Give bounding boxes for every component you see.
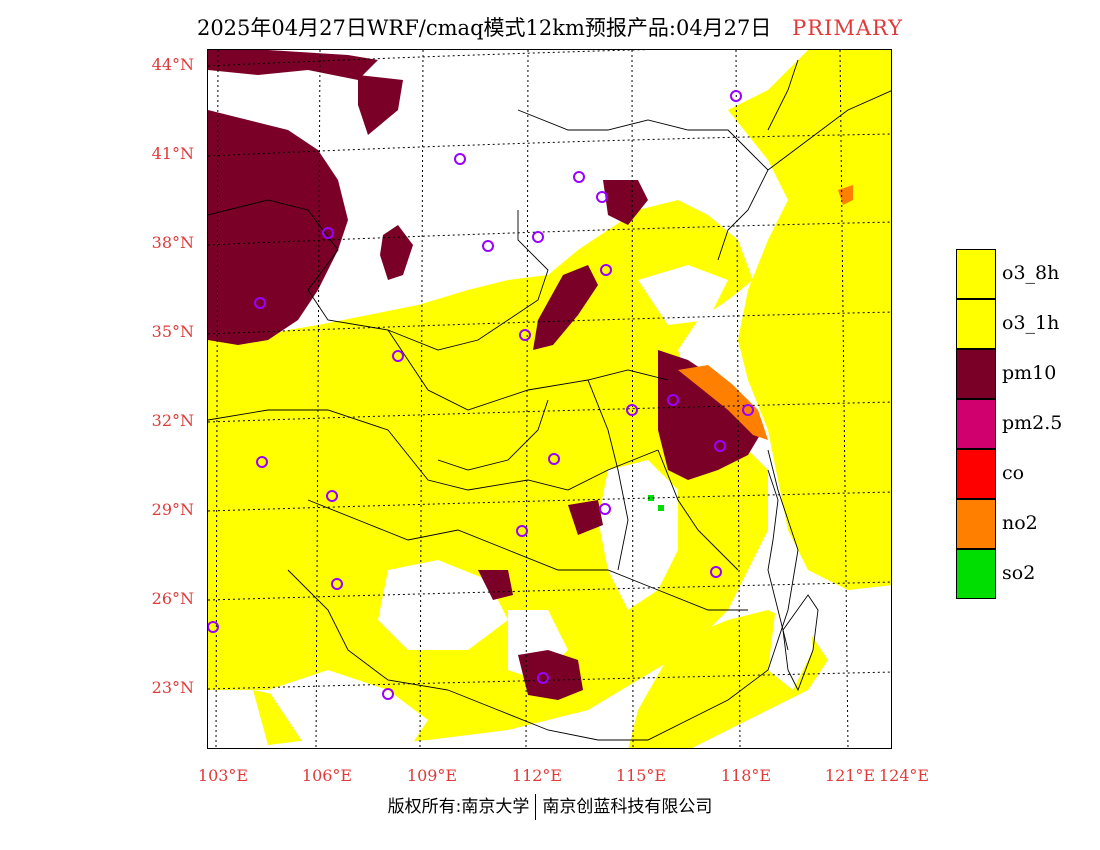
legend-label-o3-1h: o3_1h <box>1002 312 1060 334</box>
lat-label-41: 41°N <box>151 144 194 163</box>
legend-label-co: co <box>1002 462 1025 484</box>
lon-label-103: 103°E <box>197 766 249 785</box>
station-marker <box>256 456 268 468</box>
copyright-left: 版权所有:南京大学 <box>387 797 530 817</box>
legend-swatch-pm25 <box>956 399 996 449</box>
station-marker <box>573 171 585 183</box>
legend-swatch-o3-8h <box>956 249 996 299</box>
station-marker <box>548 453 560 465</box>
station-marker <box>519 329 531 341</box>
lat-label-38: 38°N <box>151 233 194 252</box>
map-canvas <box>208 50 891 748</box>
map-title: 2025年04月27日WRF/cmaq模式12km预报产品:04月27日 PRI… <box>0 12 1100 42</box>
station-markers <box>208 90 754 700</box>
pollutant-map <box>207 49 892 749</box>
legend-label-pm25: pm2.5 <box>1002 412 1063 434</box>
copyright-right: 南京创蓝科技有限公司 <box>542 797 713 817</box>
station-marker <box>208 621 219 633</box>
footer-divider <box>535 794 537 820</box>
station-marker <box>326 490 338 502</box>
legend-swatch-co <box>956 449 996 499</box>
station-marker <box>392 350 404 362</box>
station-marker <box>596 191 608 203</box>
primary-tag: PRIMARY <box>792 16 904 40</box>
lon-label-109: 109°E <box>406 766 458 785</box>
station-marker <box>730 90 742 102</box>
lat-label-44: 44°N <box>151 55 194 74</box>
station-marker <box>382 688 394 700</box>
lat-label-23: 23°N <box>151 678 194 697</box>
lon-label-124: 124°E <box>878 766 930 785</box>
legend-swatch-no2 <box>956 499 996 549</box>
pm10-region <box>208 50 763 700</box>
lat-label-35: 35°N <box>151 322 194 341</box>
lon-label-121: 121°E <box>824 766 876 785</box>
lon-label-115: 115°E <box>615 766 667 785</box>
boundaries <box>208 59 891 741</box>
station-marker <box>600 264 612 276</box>
lat-label-29: 29°N <box>151 500 194 519</box>
station-marker <box>714 440 726 452</box>
station-marker <box>537 672 549 684</box>
title-text: 2025年04月27日WRF/cmaq模式12km预报产品:04月27日 <box>196 16 772 40</box>
station-marker <box>254 297 266 309</box>
lon-label-118: 118°E <box>720 766 772 785</box>
legend-label-no2: no2 <box>1002 512 1038 534</box>
legend-swatch-pm10 <box>956 349 996 399</box>
copyright-footer: 版权所有:南京大学 南京创蓝科技有限公司 <box>0 792 1100 820</box>
station-marker <box>710 566 722 578</box>
lat-label-32: 32°N <box>151 411 194 430</box>
station-marker <box>532 231 544 243</box>
lon-label-106: 106°E <box>301 766 353 785</box>
so2-region <box>648 495 664 511</box>
station-marker <box>626 404 638 416</box>
legend-label-pm10: pm10 <box>1002 362 1057 384</box>
station-marker <box>331 578 343 590</box>
station-marker <box>599 503 611 515</box>
station-marker <box>482 240 494 252</box>
station-marker <box>516 525 528 537</box>
legend-label-so2: so2 <box>1002 562 1036 584</box>
station-marker <box>667 394 679 406</box>
legend-swatch-so2 <box>956 549 996 599</box>
station-marker <box>322 227 334 239</box>
legend-label-o3-8h: o3_8h <box>1002 262 1060 284</box>
graticule <box>208 50 891 748</box>
station-marker <box>742 404 754 416</box>
lat-label-26: 26°N <box>151 589 194 608</box>
legend-swatch-o3-1h <box>956 299 996 349</box>
lon-label-112: 112°E <box>511 766 563 785</box>
station-marker <box>454 153 466 165</box>
